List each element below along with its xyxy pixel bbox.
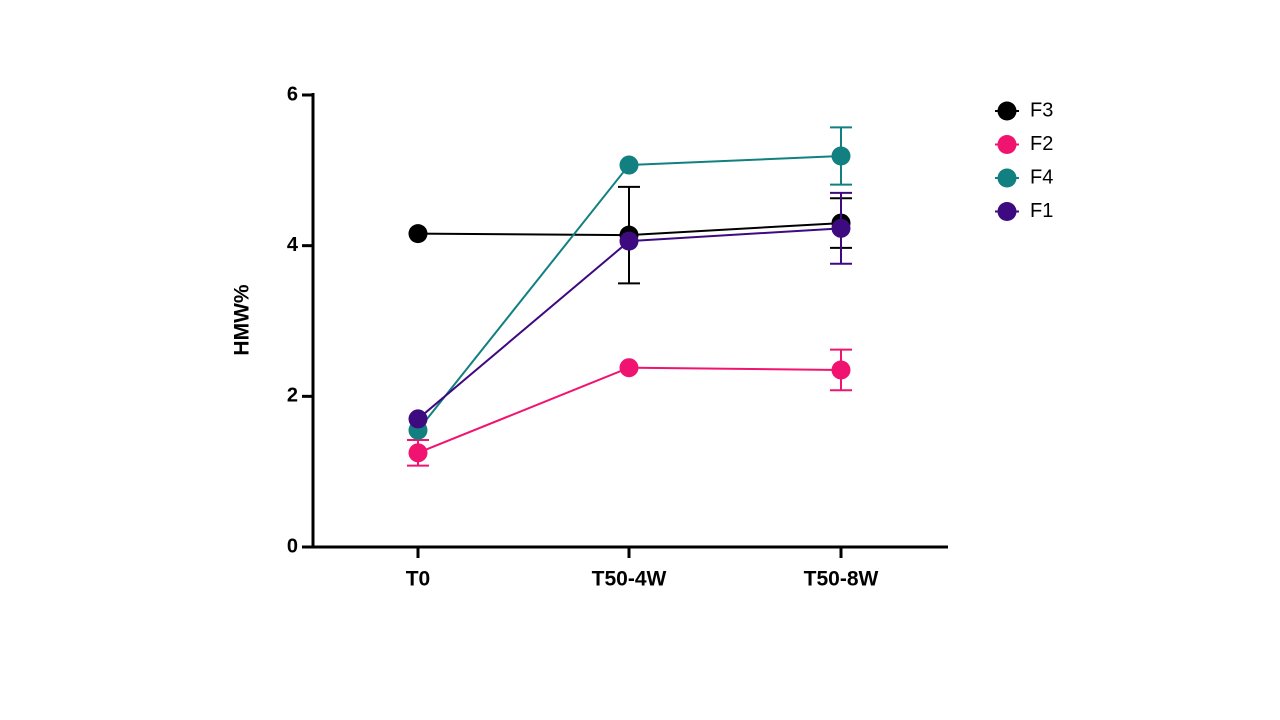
legend-label: F4 [1030, 166, 1053, 188]
x-tick-label: T50-8W [804, 568, 879, 591]
x-ticks: T0 T50-4W T50-8W [406, 547, 879, 591]
series-line [417, 366, 842, 454]
series-f1 [408, 191, 852, 429]
data-point [831, 360, 851, 380]
data-point [831, 218, 851, 238]
data-point [619, 231, 639, 251]
legend-marker [997, 168, 1017, 188]
y-tick-label: 2 [287, 385, 298, 407]
data-point [408, 409, 428, 429]
x-tick-label: T0 [406, 568, 431, 591]
data-point [408, 224, 428, 244]
y-tick-label: 4 [287, 234, 299, 256]
legend-marker [997, 202, 1017, 221]
legend: F3 F2 F4 F1 [995, 99, 1053, 222]
legend-label: F2 [1030, 133, 1053, 155]
data-point [619, 358, 639, 378]
y-ticks: 0 2 4 6 [287, 83, 313, 557]
legend-label: F1 [1030, 200, 1053, 222]
legend-marker [997, 101, 1017, 121]
legend-item-f4: F4 [995, 166, 1053, 188]
data-point [831, 146, 851, 166]
legend-marker [997, 135, 1017, 154]
legend-item-f1: F1 [995, 200, 1053, 222]
series-f2 [407, 348, 852, 467]
data-point [619, 155, 639, 175]
y-axis-label: HMW% [231, 284, 254, 355]
legend-item-f2: F2 [995, 133, 1053, 155]
x-tick-label: T50-4W [592, 568, 667, 591]
legend-item-f3: F3 [995, 99, 1053, 121]
y-tick-label: 6 [287, 83, 298, 105]
y-tick-label: 0 [287, 535, 298, 557]
legend-label: F3 [1030, 99, 1053, 121]
data-point [408, 443, 428, 463]
series-layer [407, 126, 852, 467]
